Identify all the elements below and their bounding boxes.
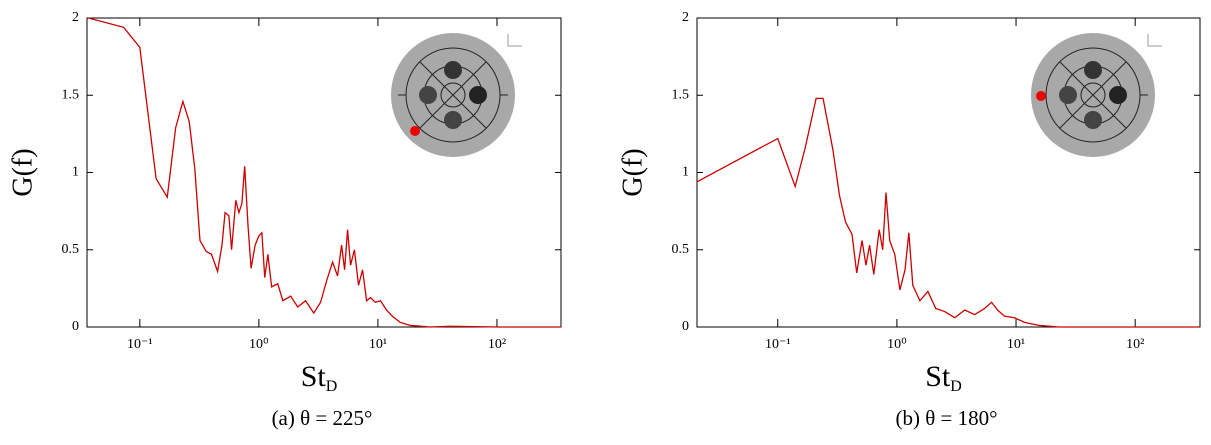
data-line (696, 97, 1200, 328)
x-tick-label: 10⁰ (249, 337, 269, 352)
caption: (b) θ = 180° (895, 406, 997, 430)
x-tick-label: 10¹ (1007, 337, 1025, 352)
y-tick-label: 0.5 (672, 242, 690, 257)
y-tick-label: 0 (72, 319, 79, 334)
y-tick-label: 1.5 (672, 87, 690, 102)
y-tick-label: 2 (682, 10, 689, 25)
y-axis-label: G(f) (617, 148, 648, 196)
data-line (88, 17, 561, 328)
x-tick-label: 10⁻¹ (765, 337, 791, 352)
y-tick-label: 1 (682, 165, 689, 180)
caption: (a) θ = 225° (272, 406, 373, 430)
inset-diagram (1031, 33, 1162, 157)
y-tick-label: 0 (682, 319, 689, 334)
x-axis-label: StD (925, 360, 962, 395)
x-axis-label-main: St (925, 360, 951, 393)
x-tick-label: 10⁻¹ (127, 337, 153, 352)
y-tick-label: 1.5 (62, 87, 80, 102)
inset-diagram (391, 33, 522, 157)
x-tick-label: 10² (1126, 337, 1144, 352)
y-tick-label: 0.5 (62, 242, 80, 257)
y-tick-label: 1 (72, 165, 79, 180)
x-tick-label: 10⁰ (887, 337, 907, 352)
x-axis-label-subscript: D (950, 378, 962, 395)
x-tick-label: 10¹ (369, 337, 387, 352)
y-tick-label: 2 (72, 10, 79, 25)
y-axis-label: G(f) (7, 148, 38, 196)
x-axis-label-subscript: D (326, 378, 338, 395)
x-axis-label: StD (301, 360, 338, 395)
x-axis-label-main: St (301, 360, 327, 393)
x-tick-label: 10² (488, 337, 506, 352)
